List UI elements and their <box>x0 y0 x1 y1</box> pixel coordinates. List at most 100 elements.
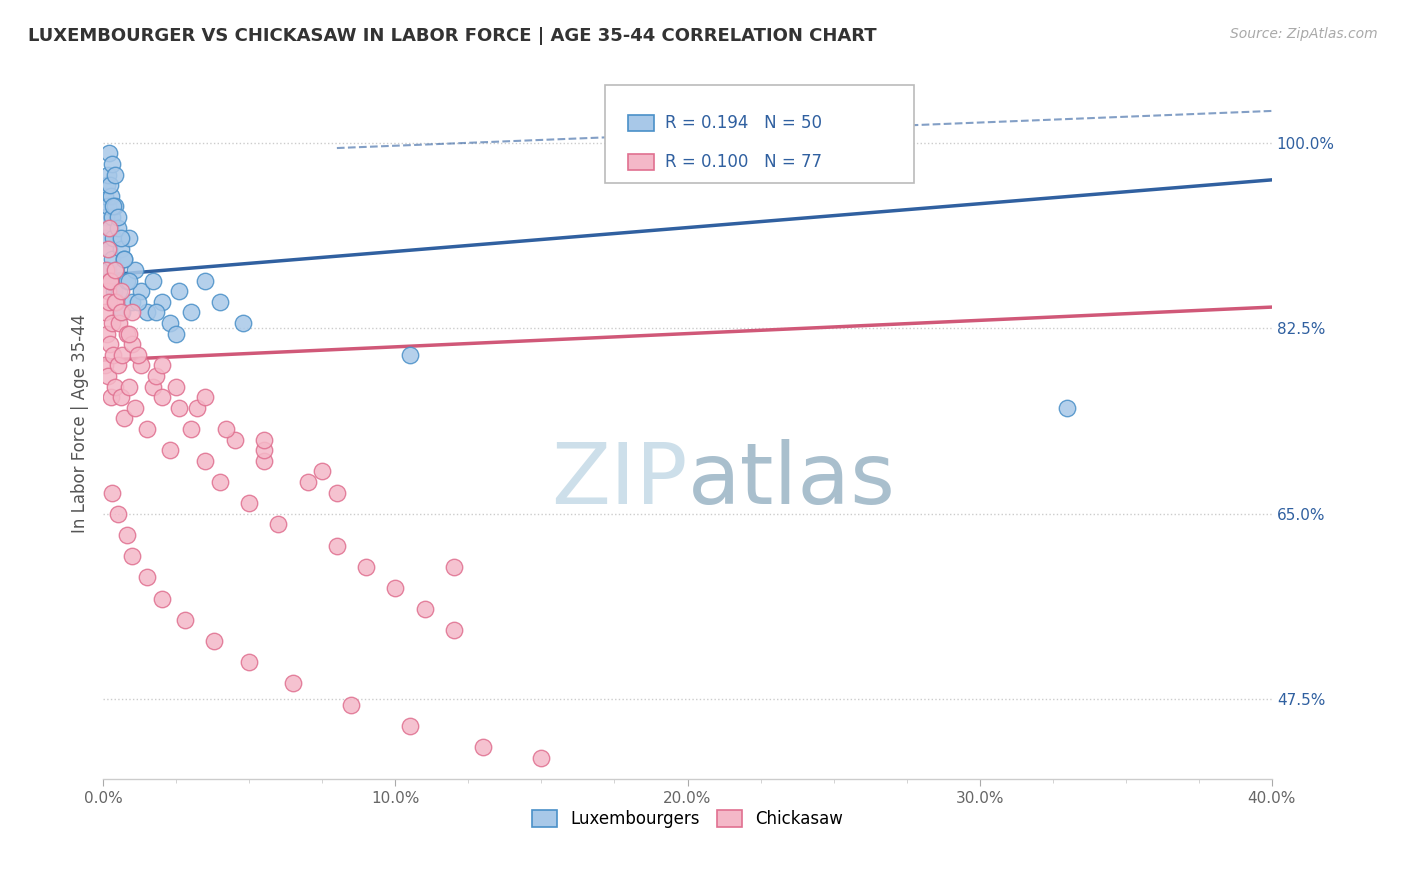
Point <box>104 168 127 182</box>
Point <box>98 242 121 256</box>
Point <box>101 157 124 171</box>
Point <box>121 294 143 309</box>
Point <box>115 528 138 542</box>
Point <box>94 359 117 373</box>
Point <box>238 496 260 510</box>
Point <box>118 326 141 341</box>
Point <box>443 624 465 638</box>
Point <box>127 348 149 362</box>
Point <box>180 422 202 436</box>
Point <box>127 294 149 309</box>
Point <box>165 379 187 393</box>
Point <box>110 305 132 319</box>
Point <box>103 348 125 362</box>
Point <box>238 655 260 669</box>
Point <box>100 274 122 288</box>
Point <box>104 199 127 213</box>
Point <box>94 231 117 245</box>
Point <box>118 379 141 393</box>
Point <box>194 274 217 288</box>
Point <box>96 168 118 182</box>
Point <box>96 326 118 341</box>
Point <box>97 199 120 213</box>
Point <box>100 390 122 404</box>
Point <box>150 294 173 309</box>
Point <box>194 390 217 404</box>
Point <box>101 210 124 224</box>
Point <box>107 507 129 521</box>
Point <box>103 199 125 213</box>
Point <box>96 242 118 256</box>
Point <box>100 178 122 193</box>
Point <box>121 305 143 319</box>
Point <box>108 316 131 330</box>
Point <box>115 274 138 288</box>
Point <box>110 231 132 245</box>
Point <box>413 602 436 616</box>
Point <box>118 274 141 288</box>
Point <box>232 316 254 330</box>
Point <box>100 274 122 288</box>
Point <box>96 263 118 277</box>
Point <box>100 188 122 202</box>
Point <box>104 379 127 393</box>
Point <box>159 316 181 330</box>
Point <box>93 188 115 202</box>
Point <box>101 316 124 330</box>
Point <box>98 146 121 161</box>
Point <box>253 443 276 458</box>
Point <box>101 252 124 267</box>
Point <box>101 485 124 500</box>
Point <box>98 220 121 235</box>
Point <box>129 359 152 373</box>
Point <box>399 348 422 362</box>
Point <box>145 369 167 384</box>
Point <box>112 252 135 267</box>
Point <box>111 348 134 362</box>
Point <box>110 242 132 256</box>
Point <box>253 454 276 468</box>
Point <box>107 220 129 235</box>
Point <box>100 274 122 288</box>
Point <box>103 231 125 245</box>
Point <box>224 433 246 447</box>
Point <box>399 719 422 733</box>
Point <box>121 549 143 564</box>
Point <box>96 178 118 193</box>
Point <box>174 613 197 627</box>
Point <box>145 305 167 319</box>
Point <box>326 539 349 553</box>
Point <box>98 294 121 309</box>
Point <box>115 326 138 341</box>
Point <box>443 559 465 574</box>
Point <box>93 305 115 319</box>
Point <box>104 294 127 309</box>
Text: Source: ZipAtlas.com: Source: ZipAtlas.com <box>1230 27 1378 41</box>
Point <box>112 252 135 267</box>
Text: R = 0.194   N = 50: R = 0.194 N = 50 <box>665 114 823 132</box>
Point <box>384 581 406 595</box>
Point <box>110 284 132 298</box>
Point <box>136 570 159 584</box>
Point <box>105 263 128 277</box>
Point <box>159 443 181 458</box>
Point <box>94 210 117 224</box>
Point <box>354 559 377 574</box>
Point <box>108 284 131 298</box>
Point <box>340 698 363 712</box>
Point <box>136 305 159 319</box>
Legend: Luxembourgers, Chickasaw: Luxembourgers, Chickasaw <box>526 803 849 835</box>
Point <box>111 305 134 319</box>
Point <box>142 379 165 393</box>
Point <box>124 401 146 415</box>
Point <box>150 390 173 404</box>
Point <box>150 359 173 373</box>
Point <box>121 337 143 351</box>
Point <box>202 634 225 648</box>
Point <box>253 433 276 447</box>
Text: R = 0.100   N = 77: R = 0.100 N = 77 <box>665 153 823 171</box>
Point <box>215 422 238 436</box>
Text: LUXEMBOURGER VS CHICKASAW IN LABOR FORCE | AGE 35-44 CORRELATION CHART: LUXEMBOURGER VS CHICKASAW IN LABOR FORCE… <box>28 27 877 45</box>
Point <box>94 263 117 277</box>
Text: atlas: atlas <box>688 439 896 522</box>
